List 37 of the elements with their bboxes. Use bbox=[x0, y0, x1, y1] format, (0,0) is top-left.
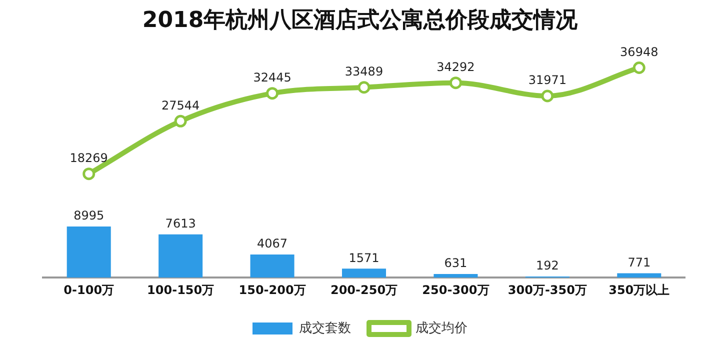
point bbox=[632, 61, 646, 74]
data-label: 1571 bbox=[348, 250, 380, 265]
bar bbox=[342, 268, 386, 278]
x-tick-label: 150-200万 bbox=[238, 282, 306, 297]
data-label: 33489 bbox=[344, 64, 384, 79]
data-label: 32445 bbox=[253, 70, 292, 84]
point bbox=[82, 168, 96, 180]
x-tick-label: 0-100万 bbox=[64, 282, 114, 297]
x-tick-label: 250-300万 bbox=[422, 282, 490, 297]
data-label: 34292 bbox=[436, 60, 475, 74]
bar bbox=[158, 234, 203, 278]
point bbox=[358, 81, 370, 94]
legend-label: 成交均价 bbox=[416, 320, 468, 336]
x-tick-label: 100-150万 bbox=[147, 282, 214, 297]
data-label: 8995 bbox=[74, 208, 104, 223]
legend-label: 成交套数 bbox=[299, 320, 351, 336]
data-label: 4067 bbox=[257, 236, 288, 251]
data-label: 631 bbox=[444, 256, 468, 270]
point bbox=[541, 90, 554, 102]
chart-title: 2018年杭州八区酒店式公寓总价段成交情况 bbox=[142, 6, 579, 33]
point bbox=[449, 76, 462, 90]
bar bbox=[250, 254, 294, 278]
data-label: 31971 bbox=[528, 73, 567, 88]
x-tick-label: 200-250万 bbox=[330, 282, 398, 297]
data-label: 7613 bbox=[165, 216, 196, 230]
data-label: 18269 bbox=[70, 150, 108, 165]
point bbox=[266, 87, 279, 100]
bar bbox=[617, 273, 662, 278]
x-tick-label: 300万-350万 bbox=[508, 282, 587, 297]
x-tick-label: 350万以上 bbox=[608, 282, 670, 297]
data-label: 771 bbox=[628, 255, 651, 270]
point bbox=[174, 114, 187, 128]
bar bbox=[434, 274, 478, 278]
data-label: 36948 bbox=[620, 44, 658, 59]
data-label: 192 bbox=[536, 258, 559, 273]
bar bbox=[66, 226, 111, 278]
data-label: 27544 bbox=[161, 98, 200, 112]
